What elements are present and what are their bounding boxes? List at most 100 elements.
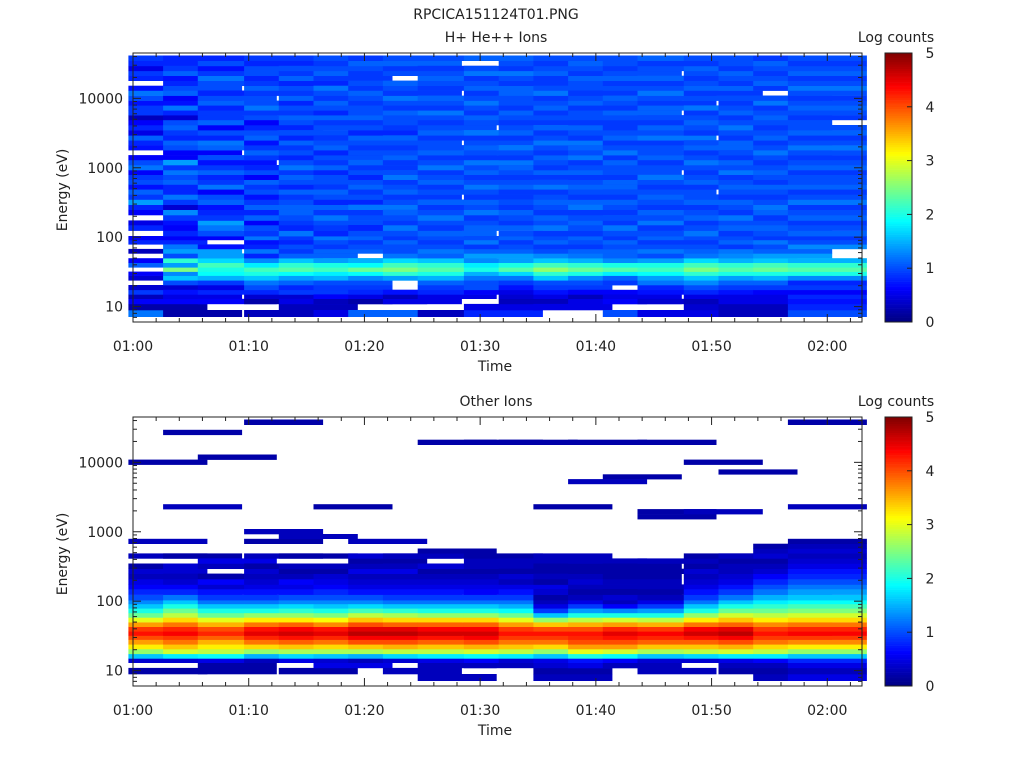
heatmap-cell bbox=[313, 248, 393, 254]
colorbar-segment bbox=[885, 292, 912, 296]
heatmap-cell bbox=[637, 285, 717, 291]
x-tick-label: 01:30 bbox=[460, 339, 500, 355]
heatmap-cell bbox=[197, 262, 277, 268]
heatmap-cell bbox=[533, 199, 613, 205]
heatmap-cell bbox=[128, 285, 208, 291]
colorbar-segment bbox=[885, 643, 912, 646]
colorbar-segment bbox=[885, 551, 912, 555]
colorbar-segment bbox=[885, 91, 912, 94]
heatmap-cell bbox=[787, 204, 867, 210]
colorbar-segment bbox=[885, 439, 912, 442]
heatmap-cell bbox=[163, 553, 243, 559]
colorbar-segment bbox=[885, 627, 912, 631]
heatmap-cell bbox=[568, 209, 648, 216]
colorbar-segment bbox=[885, 225, 912, 229]
colorbar-segment bbox=[885, 88, 912, 92]
colorbar-segment bbox=[885, 115, 912, 119]
heatmap-cell bbox=[128, 303, 208, 311]
heatmap-cell bbox=[787, 298, 867, 305]
heatmap-cell bbox=[197, 639, 277, 645]
heatmap-cell bbox=[197, 230, 277, 237]
colorbar-segment bbox=[885, 254, 912, 258]
heatmap-cell bbox=[197, 622, 277, 627]
heatmap-cell bbox=[417, 573, 497, 580]
heatmap-cell bbox=[197, 70, 277, 76]
colorbar-segment bbox=[885, 61, 912, 65]
heatmap-cell bbox=[787, 568, 867, 574]
colorbar-segment bbox=[885, 488, 912, 492]
heatmap-cell bbox=[787, 199, 867, 205]
heatmap-cell bbox=[463, 140, 543, 146]
colorbar-segment bbox=[885, 450, 912, 454]
heatmap-cell bbox=[463, 563, 543, 569]
colorbar-segment bbox=[885, 428, 912, 431]
heatmap-cell bbox=[197, 662, 277, 669]
colorbar-segment bbox=[885, 70, 912, 74]
heatmap-cell bbox=[787, 236, 867, 241]
colorbar-segment bbox=[885, 97, 912, 101]
heatmap-cell bbox=[128, 667, 208, 675]
colorbar-segment bbox=[885, 515, 912, 519]
x-tick-label: 01:20 bbox=[344, 339, 384, 355]
heatmap-cell bbox=[313, 504, 393, 510]
colorbar-segment bbox=[885, 564, 912, 568]
heatmap-cell bbox=[787, 600, 867, 605]
heatmap-cell bbox=[382, 667, 462, 675]
colorbar-segment bbox=[885, 614, 912, 617]
heatmap-cell bbox=[787, 159, 867, 166]
heatmap-cell bbox=[787, 80, 867, 86]
heatmap-cell bbox=[568, 55, 648, 61]
plot-frame bbox=[132, 416, 863, 687]
heatmap-cell bbox=[787, 239, 867, 245]
colorbar-segment bbox=[885, 118, 912, 121]
heatmap-cell bbox=[787, 548, 867, 554]
heatmap-cell bbox=[602, 110, 682, 116]
heatmap-cell bbox=[417, 600, 497, 605]
colorbar-segment bbox=[885, 497, 912, 501]
colorbar-segment bbox=[885, 529, 912, 532]
colorbar-segment bbox=[885, 659, 912, 662]
heatmap-cell bbox=[787, 209, 867, 216]
colorbar-segment bbox=[885, 135, 912, 139]
colorbar-segment bbox=[885, 304, 912, 307]
colorbar-segment bbox=[885, 82, 912, 85]
colorbar-segment bbox=[885, 674, 912, 678]
colorbar-segment bbox=[885, 241, 912, 244]
heatmap-cell bbox=[787, 543, 867, 549]
colorbar-segment bbox=[885, 423, 912, 427]
heatmap-cell bbox=[163, 504, 243, 510]
heatmap-cell bbox=[637, 649, 717, 655]
heatmap-cell bbox=[637, 612, 717, 618]
heatmap-cell bbox=[197, 209, 277, 216]
heatmap-cell bbox=[128, 298, 208, 305]
colorbar-segment bbox=[885, 511, 912, 514]
heatmap-cell bbox=[417, 631, 497, 636]
colorbar-segment bbox=[885, 93, 912, 96]
colorbar-segment bbox=[885, 616, 912, 620]
y-tick-label: 10000 bbox=[78, 455, 123, 471]
colorbar-segment bbox=[885, 589, 912, 593]
colorbar-segment bbox=[885, 596, 912, 599]
heatmap-cell bbox=[417, 289, 497, 295]
heatmap-cell bbox=[417, 244, 497, 250]
heatmap-cell bbox=[278, 130, 358, 136]
panel-other-ions: Other Ions Log counts Time Energy (eV) 0… bbox=[55, 394, 935, 739]
colorbar-segment bbox=[885, 144, 912, 148]
colorbar-segment bbox=[885, 484, 912, 487]
heatmap-cell bbox=[197, 589, 277, 595]
heatmap-cell bbox=[313, 105, 393, 111]
heatmap-cell bbox=[637, 209, 717, 216]
heatmap-cell bbox=[417, 626, 497, 632]
heatmap-cell bbox=[498, 568, 578, 574]
y-axis-label: Energy (eV) bbox=[55, 513, 71, 596]
heatmap-cell bbox=[787, 75, 867, 81]
heatmap-cell bbox=[787, 271, 867, 276]
colorbar-segment bbox=[885, 270, 912, 273]
colorbar-segment bbox=[885, 652, 912, 655]
colorbar-segment bbox=[885, 455, 912, 458]
colorbar-segment bbox=[885, 176, 912, 179]
colorbar-tick-label: 1 bbox=[926, 625, 935, 641]
heatmap-cell bbox=[787, 626, 867, 632]
heatmap-cell bbox=[197, 115, 277, 121]
